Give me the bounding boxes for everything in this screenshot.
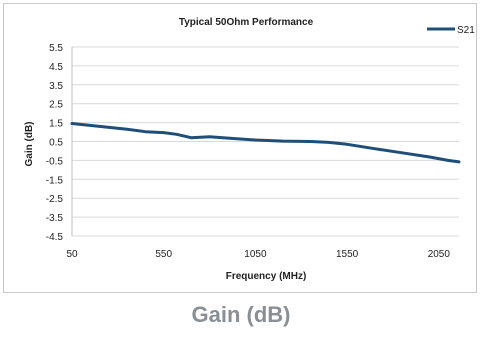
y-tick-label: 4.5 bbox=[49, 62, 63, 73]
x-tick-label: 1050 bbox=[244, 249, 267, 260]
chart-title: Typical 50Ohm Performance bbox=[179, 17, 314, 28]
series-layer bbox=[70, 122, 461, 164]
y-tick-label: 0.5 bbox=[49, 138, 63, 149]
tick-labels: 5.5 4.5 3.5 2.5 1.5 0.5 -0.5 -1.5 -2.5 -3.5 -4.550… bbox=[46, 43, 451, 260]
y-tick-label: -4.5 bbox=[46, 232, 64, 243]
legend-label-s21: S21 bbox=[457, 25, 475, 36]
y-axis-label: Gain (dB) bbox=[24, 122, 35, 167]
y-tick-label: 5.5 bbox=[49, 43, 63, 54]
x-tick-label: 2050 bbox=[428, 249, 451, 260]
y-tick-label: 2.5 bbox=[49, 100, 63, 111]
gain-chart: Typical 50Ohm Performance 5.5 4.5 3.5 2.5 1.… bbox=[24, 17, 475, 282]
y-tick-label: 3.5 bbox=[49, 81, 63, 92]
y-tick-label: -0.5 bbox=[46, 156, 64, 167]
series-line-s21 bbox=[70, 122, 461, 164]
figure-caption: Gain (dB) bbox=[191, 302, 291, 327]
x-axis-label: Frequency (MHz) bbox=[226, 271, 307, 282]
y-tick-label: -2.5 bbox=[46, 194, 64, 205]
y-tick-label: 1.5 bbox=[49, 119, 63, 130]
x-tick-label: 1550 bbox=[336, 249, 359, 260]
x-tick-label: 50 bbox=[66, 249, 78, 260]
x-tick-label: 550 bbox=[155, 249, 172, 260]
legend: S21 bbox=[427, 25, 475, 36]
y-tick-label: -1.5 bbox=[46, 175, 64, 186]
chart-frame: Typical 50Ohm Performance 5.5 4.5 3.5 2.5 1.… bbox=[3, 3, 477, 293]
y-tick-label: -3.5 bbox=[46, 213, 64, 224]
